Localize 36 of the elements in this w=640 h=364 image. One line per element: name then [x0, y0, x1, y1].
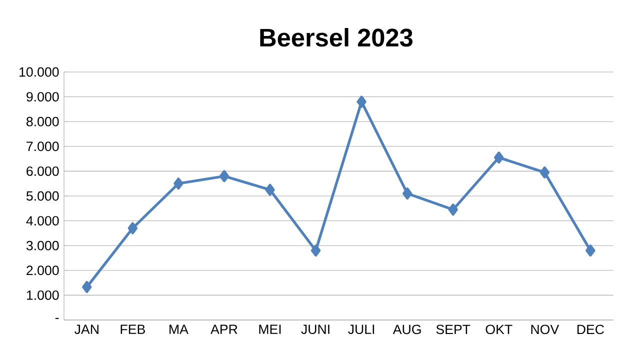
point [448, 204, 458, 216]
y-tick-label: 10.000 [20, 67, 59, 77]
point [402, 188, 412, 200]
x-tick-label: OKT [486, 324, 512, 334]
point [82, 281, 92, 294]
y-tick-label: 5.000 [26, 191, 59, 201]
y-tick-label: - [55, 318, 59, 319]
y-tick-label: 2.000 [26, 266, 59, 276]
y-tick-label: 6.000 [26, 166, 59, 176]
point [128, 222, 138, 234]
chart-title: Beersel 2023 [260, 28, 412, 47]
x-tick-label: JUNI [301, 324, 330, 334]
point [540, 166, 550, 178]
point [219, 170, 230, 182]
x-tick-label: NOV [531, 324, 560, 334]
point [265, 184, 275, 196]
x-tick-label: JAN [74, 324, 98, 334]
x-tick-label: JULI [348, 324, 374, 334]
point [356, 96, 366, 108]
point [174, 178, 184, 190]
y-tick-label: 1.000 [26, 290, 59, 300]
point [586, 244, 596, 257]
point [494, 152, 504, 164]
x-tick-label: APR [210, 324, 238, 334]
point [310, 244, 321, 257]
x-tick-label: AUG [392, 324, 421, 334]
y-tick-label: 4.000 [26, 216, 59, 226]
y-tick-label: 9.000 [26, 92, 59, 102]
x-tick-label: FEB [120, 324, 145, 334]
x-tick-label: MEI [259, 324, 281, 334]
y-tick-label: 3.000 [26, 240, 59, 250]
x-tick-label: MA [170, 324, 188, 334]
y-tick-label: 8.000 [26, 116, 59, 126]
x-tick-label: SEPT [436, 324, 470, 334]
y-tick-label: 7.000 [26, 142, 59, 152]
x-tick-label: DEC [577, 324, 604, 334]
